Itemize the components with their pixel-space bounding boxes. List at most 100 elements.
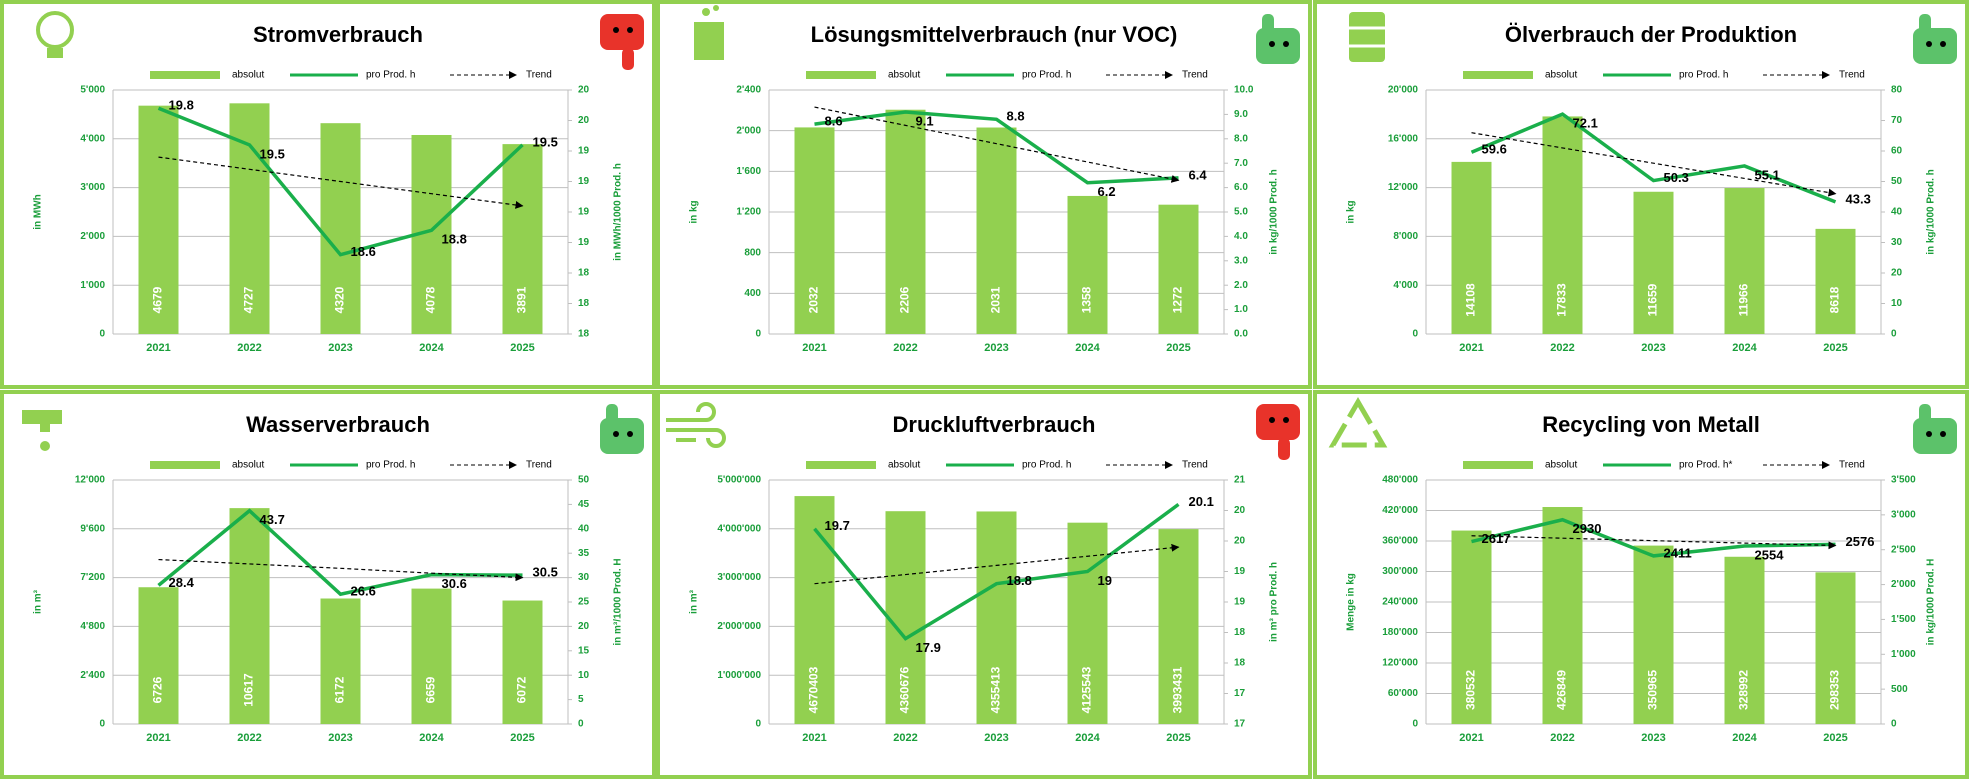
y2-axis-label: in kg/1000 Prod. h bbox=[1269, 169, 1280, 255]
legend-label: Trend bbox=[1839, 70, 1865, 81]
line-value-label: 26.6 bbox=[351, 584, 376, 599]
y-tick-label: 0 bbox=[99, 719, 105, 730]
bar-value-label: 4670403 bbox=[807, 666, 821, 713]
legend-label: absolut bbox=[232, 460, 264, 471]
y2-tick-label: 10.0 bbox=[1234, 85, 1254, 96]
chart-panel: Recycling von Metall absolut pro Prod. h* T… bbox=[1315, 392, 1967, 777]
legend-swatch bbox=[150, 71, 220, 79]
legend-swatch bbox=[1463, 461, 1533, 469]
legend-label: Trend bbox=[1182, 70, 1208, 81]
bar-value-label: 6072 bbox=[515, 676, 529, 703]
line-value-label: 43.3 bbox=[1846, 191, 1871, 206]
icon bbox=[47, 48, 63, 58]
y2-tick-label: 17 bbox=[1234, 688, 1246, 699]
legend-label: Trend bbox=[526, 70, 552, 81]
bar-value-label: 2031 bbox=[989, 286, 1003, 313]
bar-value-label: 328992 bbox=[1737, 670, 1751, 710]
y2-tick-label: 8.0 bbox=[1234, 133, 1248, 144]
bar-value-label: 17833 bbox=[1555, 283, 1569, 317]
bar-value-label: 2206 bbox=[898, 286, 912, 313]
y2-tick-label: 20 bbox=[1234, 505, 1246, 516]
x-tick-label: 2025 bbox=[1823, 732, 1847, 744]
x-tick-label: 2025 bbox=[510, 732, 534, 744]
line-value-label: 72.1 bbox=[1573, 116, 1598, 131]
bar-value-label: 426849 bbox=[1555, 670, 1569, 710]
legend-label: absolut bbox=[232, 70, 264, 81]
x-tick-label: 2024 bbox=[419, 732, 444, 744]
bar-value-label: 4355413 bbox=[989, 666, 1003, 713]
line-value-label: 9.1 bbox=[916, 113, 934, 128]
y2-tick-label: 2.0 bbox=[1234, 280, 1248, 291]
x-tick-label: 2025 bbox=[1166, 342, 1190, 354]
y2-tick-label: 45 bbox=[578, 499, 590, 510]
line-value-label: 19.7 bbox=[825, 518, 850, 533]
bar-value-label: 4679 bbox=[151, 286, 165, 313]
y-tick-label: 5'000 bbox=[80, 85, 105, 96]
x-tick-label: 2022 bbox=[893, 732, 917, 744]
x-tick-label: 2023 bbox=[328, 342, 352, 354]
y2-axis-label: in MWh/1000 Prod. h bbox=[613, 163, 624, 261]
y2-tick-label: 6.0 bbox=[1234, 182, 1248, 193]
bar-value-label: 11659 bbox=[1646, 283, 1660, 316]
line-value-label: 2576 bbox=[1846, 534, 1875, 549]
y2-tick-label: 19 bbox=[578, 207, 590, 218]
x-tick-label: 2021 bbox=[146, 732, 170, 744]
line-value-label: 18.8 bbox=[1007, 573, 1032, 588]
y2-axis-label: in kg/1000 Prod. h bbox=[1926, 169, 1937, 255]
bar-value-label: 4320 bbox=[333, 286, 347, 313]
y2-tick-label: 50 bbox=[1891, 176, 1903, 187]
bar-value-label: 1358 bbox=[1080, 286, 1094, 313]
line-value-label: 28.4 bbox=[169, 575, 195, 590]
bar-value-label: 4360676 bbox=[898, 666, 912, 713]
line-value-label: 6.2 bbox=[1098, 184, 1116, 199]
icon bbox=[1349, 12, 1385, 62]
y2-tick-label: 20 bbox=[578, 115, 590, 126]
y2-tick-label: 19 bbox=[578, 176, 590, 187]
y2-tick-label: 80 bbox=[1891, 85, 1903, 96]
line-value-label: 19.5 bbox=[533, 134, 558, 149]
icon bbox=[713, 5, 719, 11]
y-tick-label: 0 bbox=[99, 329, 105, 340]
y2-tick-label: 25 bbox=[578, 597, 590, 608]
line-value-label: 19.5 bbox=[260, 146, 285, 161]
thumb bbox=[1913, 418, 1957, 454]
x-tick-label: 2023 bbox=[328, 732, 352, 744]
line-value-label: 2554 bbox=[1755, 547, 1785, 562]
x-tick-label: 2023 bbox=[1641, 732, 1665, 744]
y-tick-label: 1'000 bbox=[80, 280, 105, 291]
y2-tick-label: 9.0 bbox=[1234, 109, 1248, 120]
y-tick-label: 0 bbox=[1412, 719, 1418, 730]
legend-label: absolut bbox=[888, 460, 920, 471]
legend-label: pro Prod. h bbox=[1022, 70, 1071, 81]
chart-panel: Stromverbrauchabsolutpro Prod. hTrend01'… bbox=[2, 2, 654, 387]
legend-label: pro Prod. h* bbox=[1679, 460, 1732, 471]
thumb bbox=[1262, 14, 1274, 36]
y-axis-label: in kg bbox=[689, 200, 700, 223]
y2-tick-label: 20 bbox=[578, 85, 590, 96]
y2-tick-label: 30 bbox=[1891, 237, 1903, 248]
chart-title: Wasserverbrauch bbox=[246, 412, 430, 437]
line-value-label: 43.7 bbox=[260, 512, 285, 527]
y2-tick-label: 10 bbox=[1891, 298, 1903, 309]
y-tick-label: 120'000 bbox=[1382, 658, 1418, 669]
chart-title: Recycling von Metall bbox=[1542, 412, 1760, 437]
y2-tick-label: 18 bbox=[1234, 658, 1246, 669]
y-tick-label: 180'000 bbox=[1382, 627, 1418, 638]
y2-tick-label: 1'500 bbox=[1891, 614, 1916, 625]
y-tick-label: 3'000 bbox=[80, 182, 105, 193]
x-tick-label: 2024 bbox=[1732, 342, 1757, 354]
line-value-label: 2930 bbox=[1573, 521, 1602, 536]
y2-tick-label: 50 bbox=[578, 475, 590, 486]
bar-value-label: 2032 bbox=[807, 286, 821, 313]
legend-label: Trend bbox=[1839, 460, 1865, 471]
thumb-eye bbox=[627, 27, 633, 33]
y-tick-label: 4'000 bbox=[80, 133, 105, 144]
y-tick-label: 8'000 bbox=[1393, 231, 1418, 242]
x-tick-label: 2024 bbox=[419, 342, 444, 354]
y2-tick-label: 15 bbox=[578, 645, 590, 656]
y2-tick-label: 19 bbox=[578, 146, 590, 157]
y-tick-label: 400 bbox=[744, 288, 761, 299]
y2-tick-label: 20 bbox=[1234, 536, 1246, 547]
legend-label: absolut bbox=[1545, 460, 1577, 471]
thumb-eye bbox=[613, 27, 619, 33]
